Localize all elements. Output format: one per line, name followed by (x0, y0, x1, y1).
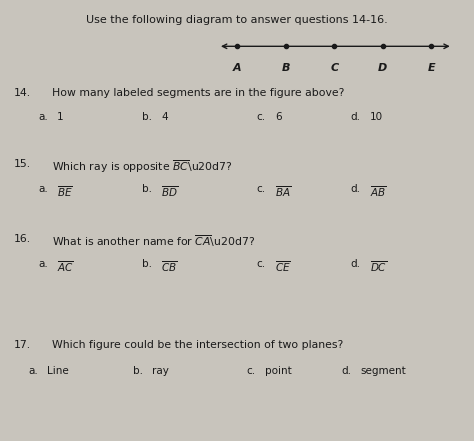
Text: Line: Line (47, 366, 69, 376)
Text: 6: 6 (275, 112, 282, 123)
Text: segment: segment (360, 366, 406, 376)
Text: d.: d. (341, 366, 351, 376)
Text: d.: d. (351, 184, 361, 194)
Text: a.: a. (38, 184, 48, 194)
Text: c.: c. (246, 366, 255, 376)
Text: $\overline{BA}$: $\overline{BA}$ (275, 184, 291, 199)
Text: b.: b. (133, 366, 143, 376)
Text: b.: b. (142, 112, 152, 123)
Text: Which figure could be the intersection of two planes?: Which figure could be the intersection o… (52, 340, 343, 350)
Text: A: A (233, 63, 241, 73)
Text: $\overline{CB}$: $\overline{CB}$ (161, 259, 178, 274)
Text: Use the following diagram to answer questions 14-16.: Use the following diagram to answer ques… (86, 15, 388, 26)
Text: $\overline{BD}$: $\overline{BD}$ (161, 184, 178, 199)
Text: E: E (428, 63, 435, 73)
Text: c.: c. (256, 184, 265, 194)
Text: c.: c. (256, 112, 265, 123)
Text: Which ray is opposite $\overline{BC}$\u20d7?: Which ray is opposite $\overline{BC}$\u2… (52, 159, 233, 176)
Text: 1: 1 (57, 112, 64, 123)
Text: $\overline{BE}$: $\overline{BE}$ (57, 184, 73, 199)
Text: a.: a. (38, 112, 48, 123)
Text: C: C (330, 63, 338, 73)
Text: a.: a. (38, 259, 48, 269)
Text: 15.: 15. (14, 159, 31, 169)
Text: d.: d. (351, 259, 361, 269)
Text: point: point (265, 366, 292, 376)
Text: $\overline{AB}$: $\overline{AB}$ (370, 184, 386, 199)
Text: b.: b. (142, 184, 152, 194)
Text: B: B (282, 63, 290, 73)
Text: d.: d. (351, 112, 361, 123)
Text: 17.: 17. (14, 340, 31, 350)
Text: ray: ray (152, 366, 169, 376)
Text: 14.: 14. (14, 88, 31, 98)
Text: 16.: 16. (14, 234, 31, 244)
Text: 10: 10 (370, 112, 383, 123)
Text: a.: a. (28, 366, 38, 376)
Text: $\overline{CE}$: $\overline{CE}$ (275, 259, 291, 274)
Text: 4: 4 (161, 112, 168, 123)
Text: How many labeled segments are in the figure above?: How many labeled segments are in the fig… (52, 88, 345, 98)
Text: $\overline{DC}$: $\overline{DC}$ (370, 259, 387, 274)
Text: b.: b. (142, 259, 152, 269)
Text: $\overline{AC}$: $\overline{AC}$ (57, 259, 74, 274)
Text: c.: c. (256, 259, 265, 269)
Text: D: D (378, 63, 387, 73)
Text: What is another name for $\overline{CA}$\u20d7?: What is another name for $\overline{CA}$… (52, 234, 255, 250)
